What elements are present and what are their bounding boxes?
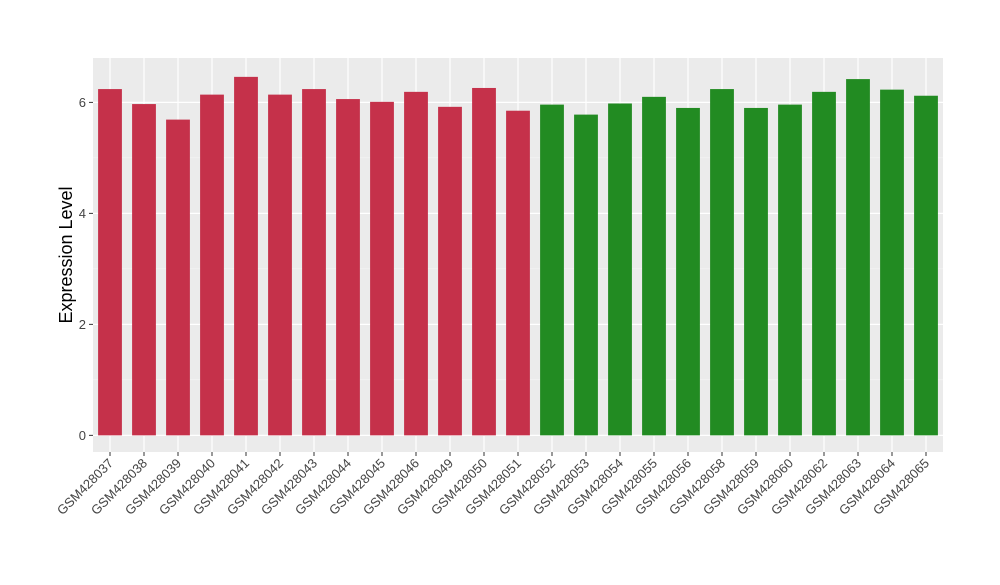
- y-tick-label: 2: [79, 317, 86, 332]
- y-tick-label: 0: [79, 428, 86, 443]
- bar-GSM428062: [812, 91, 836, 436]
- bar-GSM428042: [268, 94, 292, 436]
- bar-GSM428050: [472, 87, 496, 436]
- y-axis-ticks: 0 2 4 6: [79, 95, 93, 443]
- bar-GSM428059: [744, 107, 768, 436]
- y-axis-title: Expression Level: [56, 186, 76, 323]
- bar-GSM428038: [132, 104, 156, 436]
- bar-GSM428039: [166, 119, 190, 436]
- bar-GSM428064: [880, 89, 904, 436]
- bar-GSM428052: [540, 104, 564, 436]
- bar-GSM428037: [98, 89, 122, 436]
- x-axis-ticks: GSM428037GSM428038GSM428039GSM428040GSM4…: [54, 452, 932, 518]
- bar-GSM428046: [404, 91, 428, 436]
- bar-GSM428063: [846, 79, 870, 436]
- bar-GSM428056: [676, 107, 700, 436]
- bar-GSM428045: [370, 101, 394, 436]
- bar-GSM428055: [642, 96, 666, 436]
- bar-GSM428051: [506, 110, 530, 436]
- y-tick-label: 6: [79, 95, 86, 110]
- bar-GSM428041: [234, 76, 258, 436]
- bar-GSM428040: [200, 94, 224, 436]
- bar-GSM428043: [302, 89, 326, 436]
- bar-GSM428053: [574, 114, 598, 436]
- bars: [98, 76, 938, 436]
- bar-GSM428044: [336, 99, 360, 436]
- bar-GSM428049: [438, 106, 462, 436]
- bar-GSM428058: [710, 89, 734, 436]
- bar-GSM428065: [914, 95, 938, 436]
- y-tick-label: 4: [79, 206, 86, 221]
- bar-GSM428060: [778, 104, 802, 436]
- bar-GSM428054: [608, 103, 632, 436]
